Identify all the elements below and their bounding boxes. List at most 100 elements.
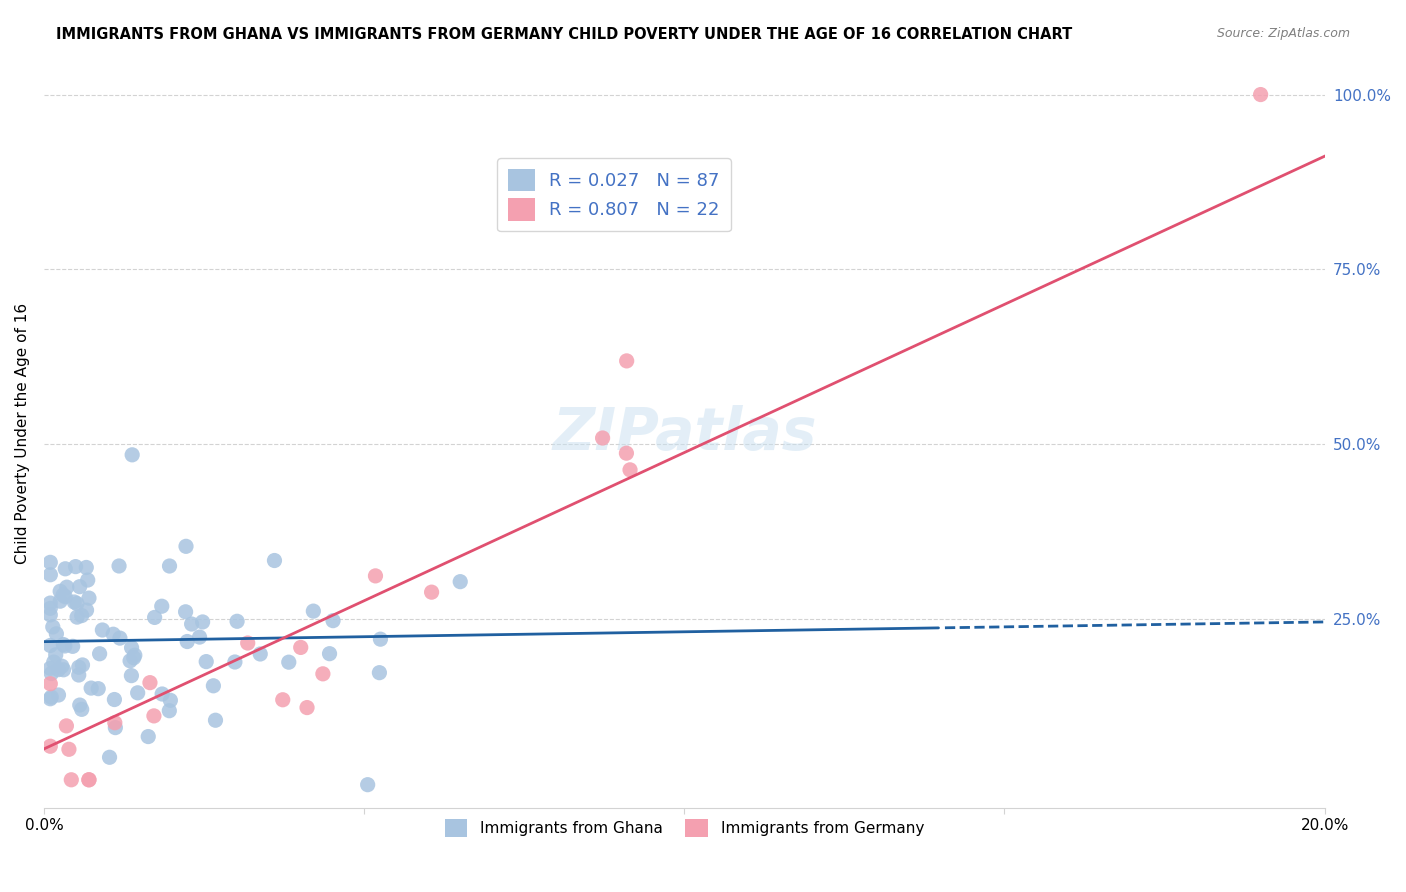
- Text: ZIPatlas: ZIPatlas: [553, 405, 817, 462]
- Point: [356, 778, 378, 792]
- Point: [66, 597, 89, 611]
- Point: [52, 663, 75, 677]
- Point: [91, 623, 114, 637]
- Point: [104, 715, 127, 730]
- Point: [39, 639, 62, 653]
- Point: [67, 660, 90, 674]
- Point: [1250, 87, 1272, 102]
- Point: [236, 636, 259, 650]
- Point: [176, 634, 198, 648]
- Point: [63, 595, 86, 609]
- Point: [122, 650, 145, 665]
- Point: [159, 559, 181, 574]
- Point: [49, 594, 72, 608]
- Point: [42, 655, 65, 669]
- Point: [224, 655, 246, 669]
- Point: [104, 721, 127, 735]
- Point: [76, 603, 98, 617]
- Point: [103, 692, 125, 706]
- Point: [127, 686, 149, 700]
- Point: [53, 639, 76, 653]
- Point: [42, 620, 65, 634]
- Point: [263, 553, 285, 567]
- Point: [157, 704, 180, 718]
- Point: [142, 709, 165, 723]
- Point: [249, 647, 271, 661]
- Point: [150, 687, 173, 701]
- Point: [449, 574, 471, 589]
- Point: [120, 654, 142, 668]
- Point: [108, 559, 131, 574]
- Legend: Immigrants from Ghana, Immigrants from Germany: Immigrants from Ghana, Immigrants from G…: [437, 811, 932, 845]
- Point: [80, 681, 103, 695]
- Y-axis label: Child Poverty Under the Age of 16: Child Poverty Under the Age of 16: [15, 303, 30, 565]
- Point: [76, 573, 98, 587]
- Text: IMMIGRANTS FROM GHANA VS IMMIGRANTS FROM GERMANY CHILD POVERTY UNDER THE AGE OF : IMMIGRANTS FROM GHANA VS IMMIGRANTS FROM…: [56, 27, 1073, 42]
- Point: [136, 730, 159, 744]
- Point: [75, 560, 97, 574]
- Point: [39, 690, 62, 705]
- Point: [45, 627, 67, 641]
- Point: [174, 539, 197, 553]
- Point: [69, 580, 91, 594]
- Point: [226, 615, 249, 629]
- Point: [370, 632, 392, 647]
- Point: [55, 719, 77, 733]
- Point: [295, 700, 318, 714]
- Point: [53, 562, 76, 576]
- Point: [62, 640, 84, 654]
- Point: [124, 648, 146, 663]
- Point: [121, 448, 143, 462]
- Point: [592, 431, 614, 445]
- Point: [39, 607, 62, 622]
- Point: [302, 604, 325, 618]
- Point: [58, 742, 80, 756]
- Point: [67, 668, 90, 682]
- Point: [89, 647, 111, 661]
- Point: [39, 596, 62, 610]
- Point: [271, 692, 294, 706]
- Point: [277, 655, 299, 669]
- Point: [195, 655, 218, 669]
- Point: [121, 640, 143, 655]
- Point: [202, 679, 225, 693]
- Point: [204, 713, 226, 727]
- Point: [108, 631, 131, 645]
- Point: [69, 698, 91, 712]
- Point: [159, 693, 181, 707]
- Point: [616, 354, 638, 368]
- Point: [77, 591, 100, 606]
- Point: [52, 588, 75, 602]
- Point: [39, 691, 62, 706]
- Point: [103, 627, 125, 641]
- Point: [45, 648, 67, 662]
- Point: [49, 584, 72, 599]
- Point: [39, 739, 62, 754]
- Point: [174, 605, 197, 619]
- Point: [46, 663, 69, 677]
- Point: [39, 555, 62, 569]
- Point: [48, 688, 70, 702]
- Point: [39, 661, 62, 675]
- Point: [70, 608, 93, 623]
- Point: [318, 647, 340, 661]
- Point: [290, 640, 312, 655]
- Point: [364, 569, 387, 583]
- Point: [188, 630, 211, 644]
- Point: [53, 590, 76, 604]
- Point: [66, 610, 89, 624]
- Point: [39, 567, 62, 582]
- Point: [51, 659, 73, 673]
- Text: Source: ZipAtlas.com: Source: ZipAtlas.com: [1216, 27, 1350, 40]
- Point: [191, 615, 214, 629]
- Point: [56, 580, 79, 594]
- Point: [41, 666, 63, 681]
- Point: [619, 463, 641, 477]
- Point: [139, 675, 162, 690]
- Point: [143, 610, 166, 624]
- Point: [98, 750, 121, 764]
- Point: [87, 681, 110, 696]
- Point: [180, 617, 202, 632]
- Point: [65, 559, 87, 574]
- Point: [368, 665, 391, 680]
